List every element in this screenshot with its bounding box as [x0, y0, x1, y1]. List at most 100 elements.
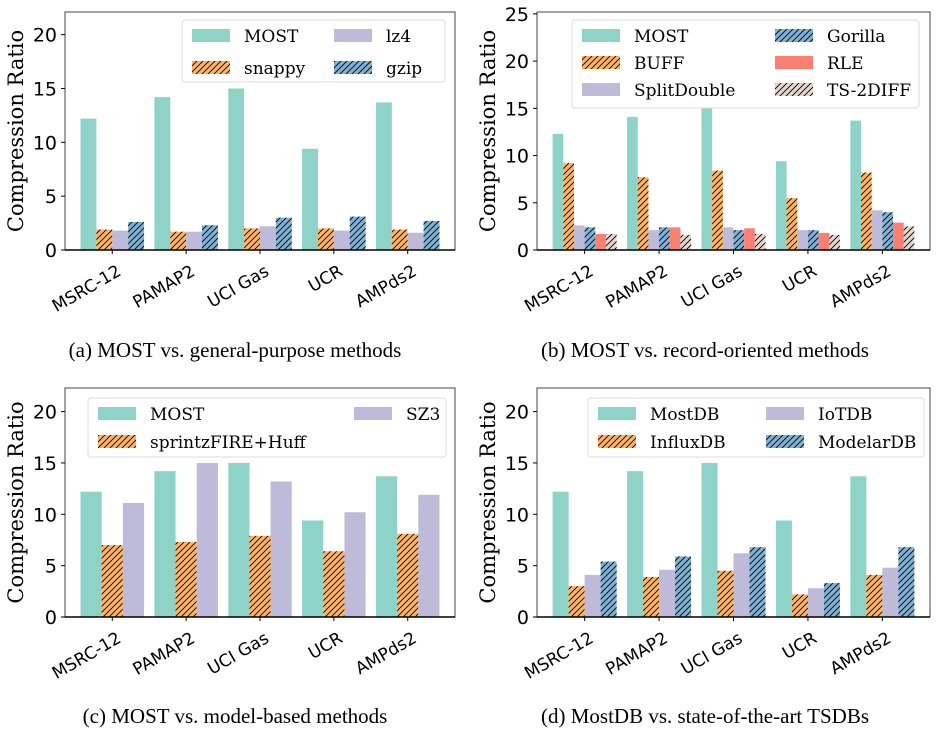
bar: [744, 228, 755, 250]
legend: MostDB InfluxDB IoTDB ModelarDB: [587, 397, 925, 458]
x-tick-label: UCR: [779, 261, 820, 296]
bar: [807, 588, 824, 617]
bar-hatch: [823, 583, 840, 617]
bar-hatch: [244, 228, 260, 250]
legend-label: MOST: [634, 27, 689, 47]
y-tick-label: 5: [517, 556, 529, 578]
legend: MOST snappy lz4 gzip: [181, 19, 446, 83]
x-tick-label: AMPds2: [827, 261, 895, 312]
bar-hatch: [786, 198, 798, 250]
x-tick-label: UCR: [305, 628, 346, 663]
x-tick-label: PAMAP2: [603, 261, 672, 312]
bar: [627, 471, 644, 617]
x-tick-label: UCR: [305, 261, 346, 296]
legend-item: TS-2DIFF: [775, 81, 911, 101]
bar-hatch: [175, 542, 197, 617]
x-tick-label: UCI Gas: [204, 628, 272, 679]
bar: [154, 97, 171, 250]
legend-label: gzip: [386, 59, 422, 79]
bar: [595, 233, 606, 250]
x-tick-label: PAMAP2: [603, 628, 672, 679]
bar-hatch: [128, 222, 145, 250]
chart-panel-c: 0 5 10 15 20 MSRC-12 PAMAP2 UCI Gas UCR AMPds2 Com…: [4, 387, 456, 684]
x-tick-label: MSRC-12: [49, 628, 125, 683]
bar-hatch: [733, 230, 745, 250]
bar: [154, 471, 176, 617]
bar: [375, 476, 398, 617]
legend-swatch: [598, 407, 636, 420]
bar-hatch: [249, 535, 271, 617]
bar-hatch: [349, 216, 366, 250]
bar-hatch: [170, 231, 187, 250]
legend-swatch: [192, 29, 230, 42]
bar: [797, 230, 808, 250]
bar: [871, 210, 883, 250]
bar: [186, 231, 203, 250]
bar: [850, 476, 867, 617]
y-tick-label: 15: [505, 453, 529, 475]
y-tick-label: 15: [505, 98, 529, 120]
y-tick-label: 15: [33, 453, 57, 475]
legend-swatch: [766, 407, 804, 420]
y-tick-label: 25: [505, 4, 529, 26]
legend-label: TS-2DIFF: [827, 81, 911, 101]
bar: [122, 503, 145, 617]
y-tick-label: 20: [33, 402, 57, 424]
legend-item: BUFF: [582, 54, 685, 74]
bar: [882, 567, 899, 617]
bar-hatch: [898, 547, 915, 617]
bar: [573, 225, 585, 250]
x-tick-label: PAMAP2: [130, 628, 199, 679]
bar-hatch: [101, 545, 123, 617]
x-tick-label: MSRC-12: [521, 261, 597, 316]
legend-swatch-hatch: [598, 435, 636, 448]
bar-hatch: [791, 594, 808, 617]
bar: [669, 227, 681, 250]
bar-hatch: [903, 226, 915, 250]
legend-item: snappy: [192, 59, 306, 79]
bar: [850, 120, 862, 250]
bar: [775, 520, 792, 617]
chart-panel-b: 0 5 10 15 20 25 MSRC-12 PAMAP2 UCI Gas UCR AMPds2 C…: [476, 4, 931, 317]
chart-panel-d: 0 5 10 15 20 MSRC-12 PAMAP2 UCI Gas UCR AMPds2 Com…: [476, 387, 931, 684]
y-tick-label: 20: [505, 51, 529, 73]
legend-label: lz4: [386, 27, 411, 47]
bar-hatch: [659, 227, 670, 250]
bar: [584, 574, 601, 617]
bar: [893, 222, 904, 250]
legend-swatch-hatch: [775, 29, 813, 42]
legend-item: SZ3: [354, 405, 440, 425]
bar-hatch: [600, 561, 617, 617]
bar-hatch: [861, 172, 872, 250]
legend-item: MOST: [192, 27, 299, 47]
y-tick-label: 0: [517, 607, 529, 629]
legend-swatch-hatch: [98, 435, 136, 448]
y-tick-label: 0: [45, 607, 57, 629]
legend-box: [181, 19, 446, 83]
legend-label: SZ3: [406, 405, 440, 425]
legend-swatch: [354, 407, 392, 420]
x-tick-label: MSRC-12: [49, 261, 125, 316]
legend-label: SplitDouble: [634, 81, 735, 101]
bar: [196, 462, 218, 617]
bar-hatch: [637, 177, 649, 250]
x-tick-label: UCI Gas: [678, 628, 746, 679]
y-tick-label: 10: [33, 504, 57, 526]
x-tick-label: PAMAP2: [130, 261, 199, 312]
legend-label: MOST: [150, 405, 205, 425]
bar-hatch: [680, 234, 692, 250]
y-tick-label: 5: [45, 556, 57, 578]
bar: [270, 481, 292, 617]
y-tick-label: 15: [33, 78, 57, 100]
bar-hatch: [568, 586, 585, 617]
legend-swatch-hatch: [192, 61, 230, 74]
legend-label: ModelarDB: [818, 433, 916, 453]
legend-swatch-hatch: [766, 435, 804, 448]
legend-box: [587, 397, 925, 458]
legend-swatch-hatch: [334, 61, 372, 74]
legend-item: RLE: [775, 54, 864, 74]
x-tick-label: AMPds2: [352, 628, 420, 679]
legend-swatch: [98, 407, 136, 420]
bar: [228, 462, 250, 617]
